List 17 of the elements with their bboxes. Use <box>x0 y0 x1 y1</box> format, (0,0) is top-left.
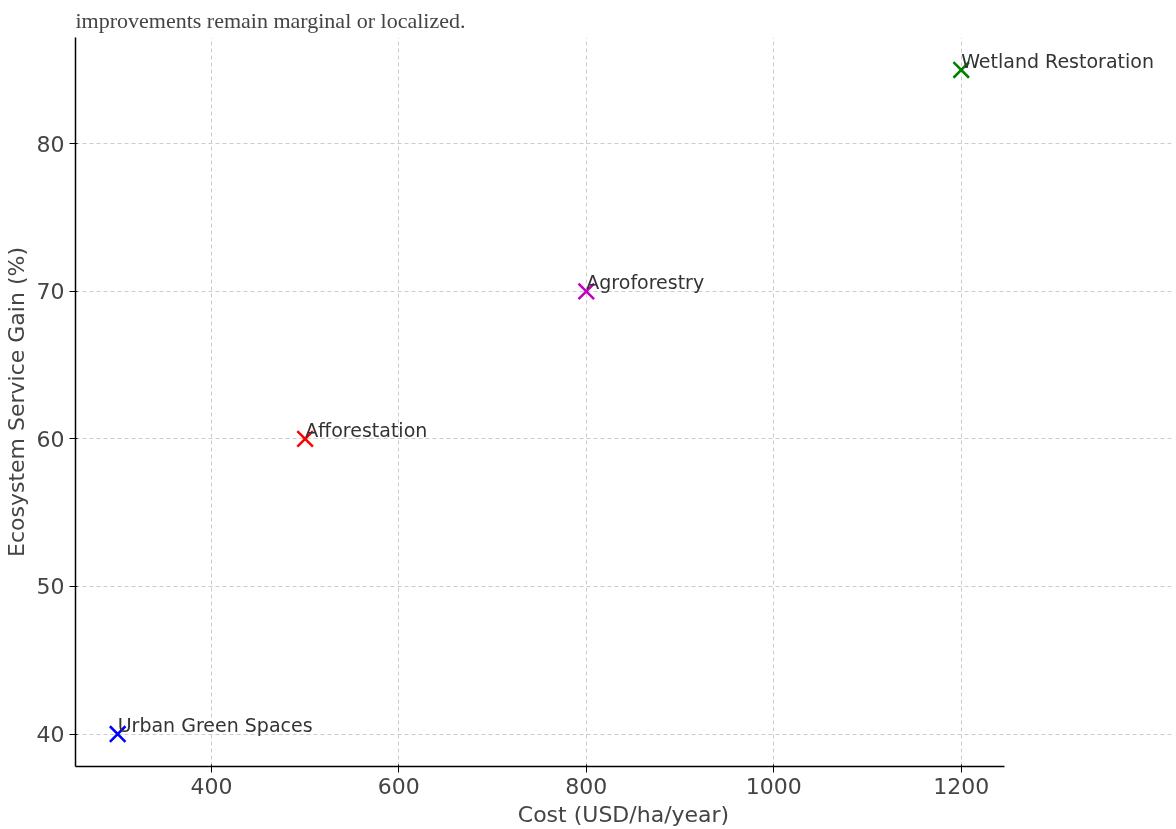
x-tick-label: 600 <box>377 773 420 799</box>
x-tick-label: 1000 <box>745 773 802 799</box>
annotation: Urban Green Spaces <box>117 714 313 737</box>
x-tick-label: 1200 <box>933 773 990 799</box>
annotation: Wetland Restoration <box>961 49 1154 72</box>
y-tick-label: 50 <box>36 574 65 600</box>
y-tick-label: 40 <box>36 722 65 748</box>
y-tick-label: 70 <box>36 279 65 305</box>
chart-subtitle: improvements remain marginal or localized. <box>75 7 466 33</box>
annotation: Afforestation <box>305 418 428 441</box>
x-tick-label: 400 <box>190 773 233 799</box>
y-tick-label: 80 <box>36 131 65 157</box>
annotation: Agroforestry <box>586 271 705 294</box>
x-axis-title: Cost (USD/ha/year) <box>517 801 730 827</box>
y-axis-title: Ecosystem Service Gain (%) <box>3 247 29 557</box>
x-tick-label: 800 <box>565 773 608 799</box>
y-tick-label: 60 <box>36 426 65 452</box>
